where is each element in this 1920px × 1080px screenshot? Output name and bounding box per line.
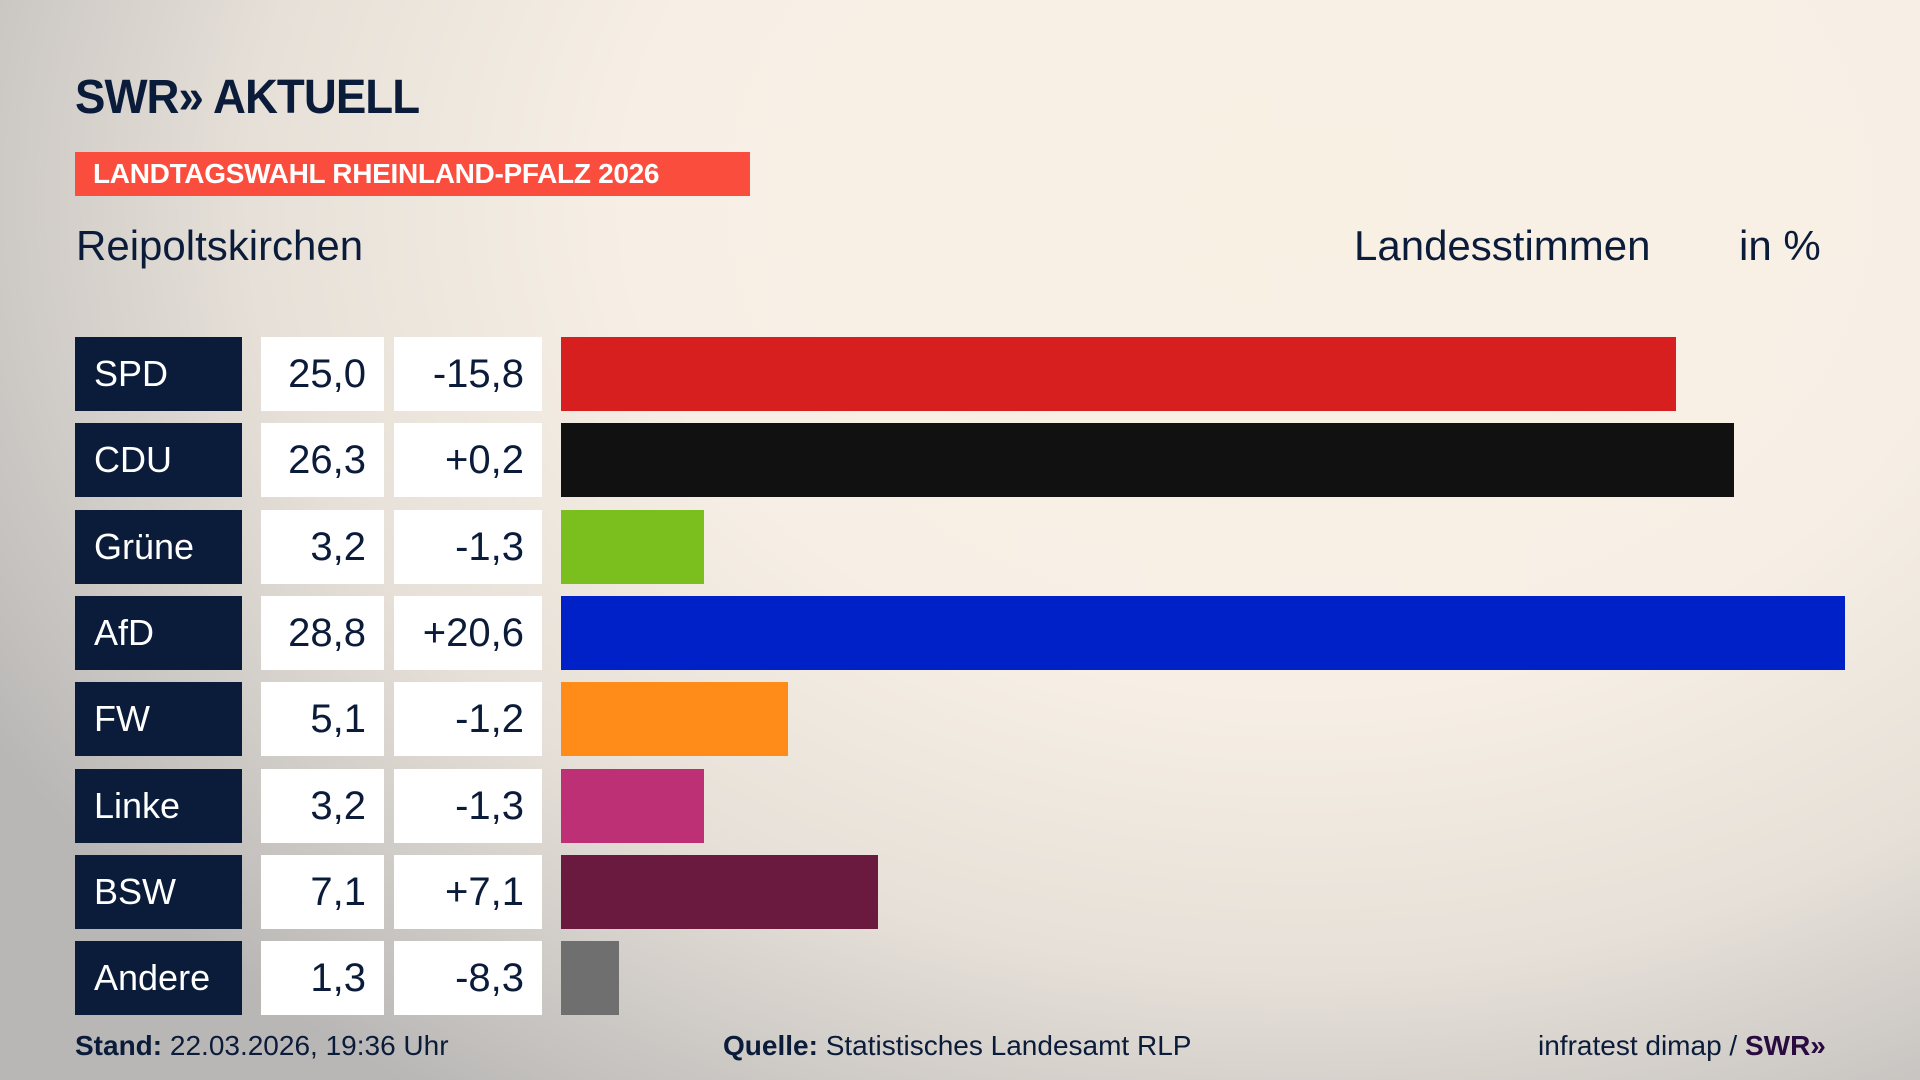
vote-change: +20,6 xyxy=(394,595,542,670)
credit: infratest dimap / SWR» xyxy=(1538,1030,1826,1062)
result-row: SPD 25,0 -15,8 xyxy=(0,337,1920,411)
place-title: Reipoltskirchen xyxy=(76,222,364,269)
result-row: Linke 3,2 -1,3 xyxy=(0,768,1920,843)
result-row: Grüne 3,2 -1,3 xyxy=(0,509,1920,584)
stand-value: 22.03.2026, 19:36 Uhr xyxy=(169,1030,449,1061)
vote-share: 25,0 xyxy=(261,337,384,411)
party-label: AfD xyxy=(75,595,242,670)
source-label: Quelle: xyxy=(723,1030,818,1061)
vote-share: 5,1 xyxy=(261,682,384,757)
party-label: CDU xyxy=(75,423,242,498)
unit-label: in % xyxy=(1739,222,1821,269)
result-row: FW 5,1 -1,2 xyxy=(0,682,1920,757)
vote-change: +0,2 xyxy=(394,423,542,498)
result-row: Andere 1,3 -8,3 xyxy=(0,941,1920,1016)
party-label: Grüne xyxy=(75,509,242,584)
timestamp: Stand: 22.03.2026, 19:36 Uhr xyxy=(75,1030,449,1062)
source: Quelle: Statistisches Landesamt RLP xyxy=(723,1030,1191,1062)
vote-change: -1,2 xyxy=(394,682,542,757)
bar-bsw xyxy=(561,854,878,929)
vote-change: -8,3 xyxy=(394,941,542,1016)
bar-fw xyxy=(561,682,789,757)
election-banner: LANDTAGSWAHL RHEINLAND-PFALZ 2026 xyxy=(75,152,750,196)
swr-aktuell-logo: SWR» AKTUELL xyxy=(75,71,420,124)
bar-grüne xyxy=(561,509,704,584)
vote-share: 3,2 xyxy=(261,768,384,843)
vote-share: 26,3 xyxy=(261,423,384,498)
source-value: Statistisches Landesamt RLP xyxy=(825,1030,1192,1061)
party-label: Andere xyxy=(75,941,242,1016)
vote-share: 7,1 xyxy=(261,854,384,929)
credit-text: infratest dimap / xyxy=(1538,1030,1745,1061)
bar-afd xyxy=(561,595,1845,670)
party-label: Linke xyxy=(75,768,242,843)
vote-change: -1,3 xyxy=(394,768,542,843)
vote-change: +7,1 xyxy=(394,854,542,929)
vote-share: 1,3 xyxy=(261,941,384,1016)
result-row: AfD 28,8 +20,6 xyxy=(0,595,1920,670)
bar-andere xyxy=(561,941,619,1016)
bar-cdu xyxy=(561,423,1734,498)
bar-spd xyxy=(561,337,1676,411)
swr-small-logo: SWR» xyxy=(1744,1030,1826,1061)
vote-share: 28,8 xyxy=(261,595,384,670)
party-label: SPD xyxy=(75,337,242,411)
result-row: CDU 26,3 +0,2 xyxy=(0,423,1920,498)
vote-share: 3,2 xyxy=(261,509,384,584)
party-label: FW xyxy=(75,682,242,757)
party-label: BSW xyxy=(75,854,242,929)
vote-change: -15,8 xyxy=(394,337,542,411)
vote-change: -1,3 xyxy=(394,509,542,584)
vote-type-label: Landesstimmen xyxy=(1354,222,1651,269)
stand-label: Stand: xyxy=(75,1030,163,1061)
bar-linke xyxy=(561,768,704,843)
result-row: BSW 7,1 +7,1 xyxy=(0,854,1920,929)
